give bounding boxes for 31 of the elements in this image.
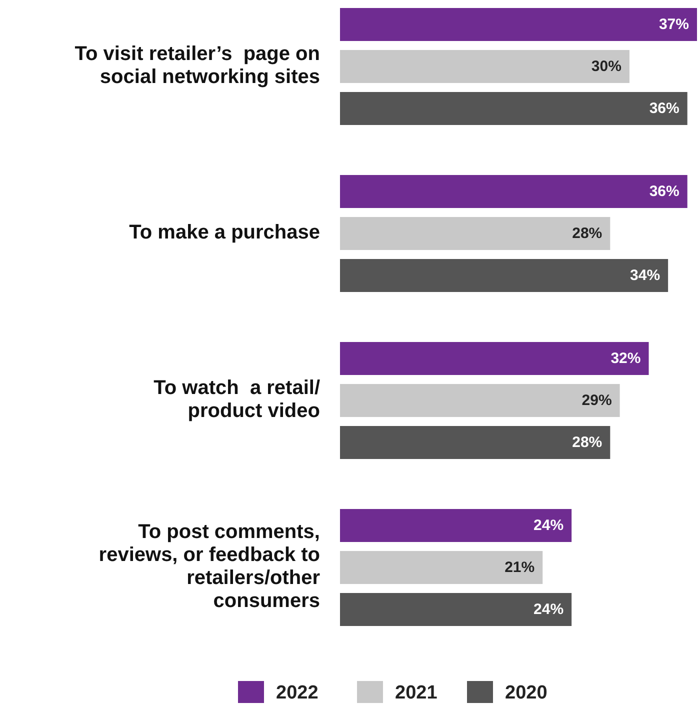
bar [340,384,620,417]
legend-label: 2020 [505,682,548,704]
data-label: 29% [582,392,612,409]
y-tick-label: To visit retailer’s page on social networking sites [74,43,320,88]
legend-label: 2022 [276,682,318,704]
data-label: 21% [504,559,535,576]
bar [340,217,610,250]
bar [340,551,543,584]
data-label: 37% [658,16,689,33]
data-label: 30% [591,58,622,75]
data-label: 28% [572,225,602,242]
data-label: 24% [534,601,564,618]
y-tick-label: To make a purchase [129,222,320,244]
bar [340,259,668,292]
bar [340,50,630,83]
bar [340,342,649,375]
data-label: 28% [572,434,602,451]
data-label: 36% [649,183,680,200]
data-label: 32% [610,350,641,367]
legend-label: 2021 [395,682,438,704]
bar [340,92,688,125]
y-tick-label: To post comments, reviews, or feedback to retailers/other consumers [98,521,320,612]
data-label: 36% [649,100,680,117]
bar [340,8,697,41]
y-tick-label: To watch a retail/ product video [154,377,320,422]
data-label: 34% [630,267,660,284]
data-label: 24% [534,517,564,534]
bar [340,175,688,208]
bar [340,426,610,459]
bar [340,593,572,626]
bar [340,509,572,542]
